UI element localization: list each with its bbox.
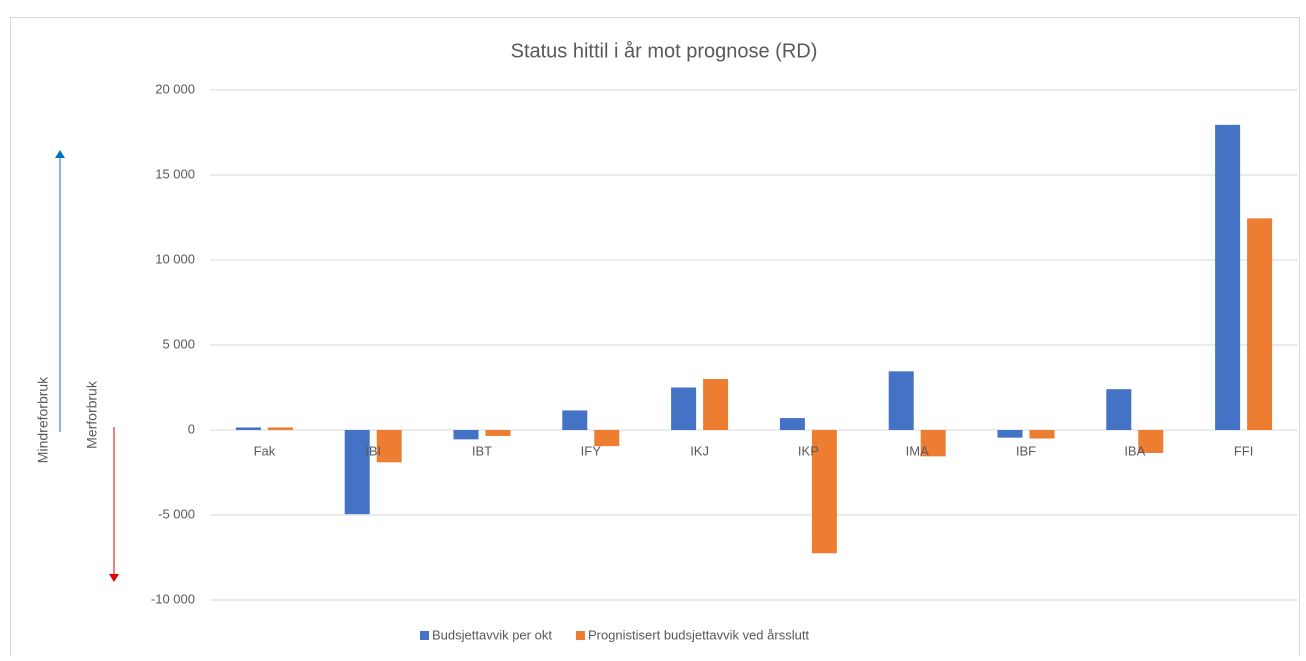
bar	[344, 430, 370, 515]
bar	[235, 427, 261, 430]
chart-border	[10, 17, 1300, 661]
x-tick-label: IBA	[1124, 443, 1145, 458]
y-tick-label: 0	[188, 421, 195, 436]
y-tick-label: 5 000	[162, 336, 195, 351]
annotation: Mindreforbruk	[35, 376, 51, 463]
legend-label: Prognistisert budsjettavvik ved årsslutt	[588, 627, 809, 642]
bar	[562, 410, 588, 430]
x-tick-label: Fak	[254, 443, 276, 458]
y-tick-label: -10 000	[151, 591, 195, 606]
bar	[671, 387, 697, 430]
x-tick-label: IKP	[798, 443, 819, 458]
x-tick-label: IMA	[906, 443, 929, 458]
bar	[920, 430, 946, 457]
x-tick-label: IKJ	[690, 443, 709, 458]
bar	[1247, 218, 1273, 430]
legend-swatch	[575, 631, 585, 640]
legend-swatch	[420, 631, 429, 640]
bar	[453, 430, 479, 440]
x-tick-label: IBF	[1016, 443, 1036, 458]
bar	[703, 379, 729, 430]
bar	[779, 418, 805, 430]
bar	[594, 430, 620, 447]
bar	[267, 427, 293, 430]
x-tick-label: IFY	[581, 443, 602, 458]
y-tick-label: -5 000	[158, 506, 195, 521]
chart-title: Status hittil i år mot prognose (RD)	[511, 40, 818, 62]
x-tick-label: FFI	[1234, 443, 1254, 458]
y-tick-label: 15 000	[155, 166, 195, 181]
bar	[376, 430, 402, 463]
bar	[1106, 389, 1132, 430]
y-tick-label: 10 000	[155, 251, 195, 266]
y-tick-label: 20 000	[155, 81, 195, 96]
bar	[888, 371, 914, 430]
annotation: Merforbruk	[84, 380, 100, 449]
bar	[997, 430, 1023, 438]
legend-label: Budsjettavvik per okt	[432, 627, 552, 642]
bar	[1029, 430, 1055, 439]
bar	[1215, 124, 1241, 430]
x-tick-label: IBT	[472, 443, 492, 458]
bar	[485, 430, 511, 436]
bar	[811, 430, 837, 554]
bar	[1138, 430, 1164, 453]
x-tick-label: IBI	[365, 443, 381, 458]
